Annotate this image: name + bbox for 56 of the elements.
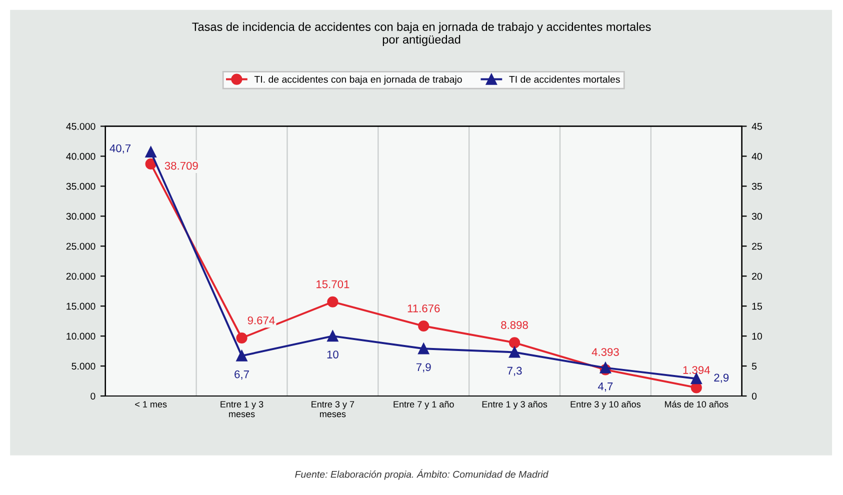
data-label: 4.393 bbox=[592, 348, 619, 356]
source-note: Fuente: Elaboración propia. Ámbito: Comunidad de Madrid bbox=[295, 469, 548, 480]
y2-tick-label: 0 bbox=[752, 392, 757, 400]
legend-label: TI de accidentes mortales bbox=[509, 76, 620, 83]
point bbox=[508, 337, 520, 348]
data-label: 6,7 bbox=[234, 370, 249, 380]
point bbox=[145, 146, 156, 158]
y-tick-label: 10.000 bbox=[66, 332, 96, 340]
point bbox=[236, 332, 248, 344]
y-tick-label: 30.000 bbox=[66, 212, 96, 220]
y2-tick-label: 20 bbox=[752, 272, 762, 280]
point bbox=[236, 350, 248, 362]
y2-tick-label: 15 bbox=[752, 302, 762, 310]
data-label: 9.674 bbox=[248, 316, 275, 324]
data-label: 2,9 bbox=[714, 374, 729, 383]
data-label: 15.701 bbox=[316, 280, 350, 288]
y2-tick-label: 5 bbox=[752, 362, 757, 370]
y-tick-label: 15.000 bbox=[66, 302, 96, 310]
point bbox=[690, 373, 702, 384]
y-tick-label: 45.000 bbox=[66, 122, 96, 130]
data-label: 40,7 bbox=[110, 144, 131, 154]
x-tick-label: Entre 1 y 3 años bbox=[482, 400, 548, 410]
x-tick-label: Entre 1 y 3 meses bbox=[220, 401, 264, 418]
x-tick-label: Entre 3 y 7 meses bbox=[312, 401, 354, 418]
x-tick-label: Más de 10 años bbox=[665, 400, 728, 408]
y-tick-label: 25.000 bbox=[66, 242, 96, 250]
point bbox=[508, 346, 520, 358]
y-tick-label: 20.000 bbox=[66, 272, 96, 280]
chart-title: Tasas de incidencia de accidentes con baja en jornada de trabajo y accidentes mortales por antigüedad bbox=[192, 22, 651, 46]
point bbox=[145, 158, 156, 170]
y2-tick-label: 30 bbox=[752, 212, 762, 220]
y2-tick-label: 40 bbox=[752, 152, 762, 160]
y-tick-label: 35.000 bbox=[66, 182, 96, 190]
x-tick-label: Entre 3 y 10 años bbox=[570, 400, 641, 410]
legend-label: TI. de accidentes con baja en jornada de trabajo bbox=[254, 76, 462, 85]
point bbox=[327, 296, 338, 308]
x-tick-label: Entre 7 y 1 año bbox=[394, 400, 454, 410]
data-label: 8.898 bbox=[501, 321, 528, 329]
y2-tick-label: 10 bbox=[752, 332, 762, 340]
x-tick-label: < 1 mes bbox=[135, 401, 167, 408]
y2-tick-label: 25 bbox=[752, 242, 762, 250]
data-label: 4,7 bbox=[598, 382, 613, 392]
data-label: 7,3 bbox=[507, 366, 522, 376]
y-tick-label: 40.000 bbox=[66, 152, 96, 160]
data-label: 38.709 bbox=[164, 162, 198, 170]
y2-tick-label: 35 bbox=[752, 182, 762, 190]
point bbox=[418, 343, 430, 354]
y-tick-label: 5.000 bbox=[72, 362, 96, 370]
point bbox=[327, 330, 338, 342]
data-label: 7,9 bbox=[416, 363, 431, 372]
y-tick-label: 0 bbox=[90, 392, 96, 400]
point bbox=[418, 320, 430, 332]
y2-tick-label: 45 bbox=[752, 123, 762, 130]
data-label: 10 bbox=[327, 350, 338, 358]
data-label: 1.394 bbox=[683, 366, 710, 374]
data-label: 11.676 bbox=[408, 304, 440, 312]
